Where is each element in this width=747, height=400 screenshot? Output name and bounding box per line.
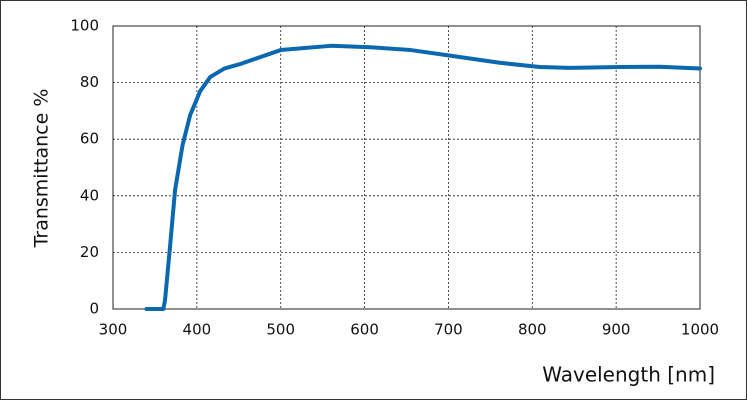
x-axis-title: Wavelength [nm] <box>542 363 715 387</box>
x-tick-label: 300 <box>99 321 128 339</box>
x-tick-label: 1000 <box>681 321 719 339</box>
x-tick-label: 400 <box>183 321 212 339</box>
plot-border <box>112 25 701 310</box>
y-tick-label: 20 <box>80 243 99 261</box>
x-tick-label: 600 <box>350 321 379 339</box>
line-series <box>144 43 702 311</box>
y-tick-label: 40 <box>80 186 99 204</box>
y-axis-title: Transmittance % <box>31 89 53 249</box>
y-tick-label: 60 <box>80 130 99 148</box>
y-tick-label: 100 <box>70 17 99 35</box>
x-tick-label: 800 <box>518 321 547 339</box>
x-tick-label: 900 <box>602 321 631 339</box>
y-tick-label: 80 <box>80 73 99 91</box>
x-tick-label: 500 <box>266 321 295 339</box>
y-tick-label: 0 <box>89 300 99 318</box>
x-tick-label: 700 <box>434 321 463 339</box>
